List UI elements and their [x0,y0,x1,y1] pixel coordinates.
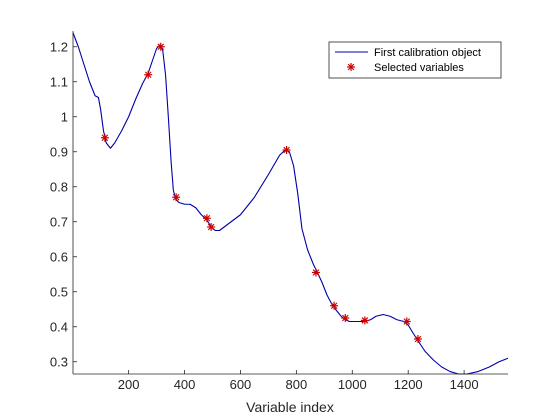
legend-box [328,41,502,79]
x-tick-label: 200 [118,377,140,392]
y-tick-label: 1 [61,109,68,124]
selected-variable-marker [207,223,216,231]
selected-variable-marker [330,301,339,310]
selected-variable-marker [202,214,211,223]
legend-marker-swatch [347,63,355,71]
selected-variable-marker [341,314,350,322]
axes-layer: 200 400 600 800 1000 1200 1400 0.3 0.4 0.5 0.6 0.7 0… [50,31,508,392]
selected-variable-marker [311,268,320,277]
selected-variable-marker [156,42,165,51]
y-tick-label: 0.6 [50,249,68,264]
x-axis-label: Variable index [246,399,334,415]
y-tick-label: 0.7 [50,214,68,229]
selected-variable-marker [360,316,369,325]
legend-label-selected: Selected variables [374,62,464,74]
series-line-calibration [72,32,509,375]
selected-variable-marker [413,335,422,343]
legend: First calibration object Selected variab… [328,41,502,79]
y-tick-label: 0.5 [50,284,68,299]
selected-variable-marker [282,146,291,154]
x-tick-label: 600 [230,377,252,392]
x-tick-label: 400 [174,377,196,392]
y-tick-label: 0.3 [50,354,68,369]
selected-variable-marker [172,193,181,202]
x-tick-label: 1200 [394,377,423,392]
plot-area [73,31,508,374]
selected-variable-marker [100,133,109,142]
y-tick-label: 1.1 [50,74,68,89]
x-tick-label: 800 [286,377,308,392]
x-tick-label: 1000 [338,377,367,392]
y-tick-label: 1.2 [50,39,68,54]
y-tick-label: 0.8 [50,179,68,194]
legend-marker-icon [347,63,355,71]
series-layer [72,32,509,375]
y-tick-label: 0.4 [50,319,68,334]
selected-variable-marker [144,70,153,79]
selected-variable-marker [402,317,411,326]
y-tick-label: 0.9 [50,144,68,159]
x-tick-label: 1400 [450,377,479,392]
legend-label-calibration: First calibration object [374,47,481,59]
